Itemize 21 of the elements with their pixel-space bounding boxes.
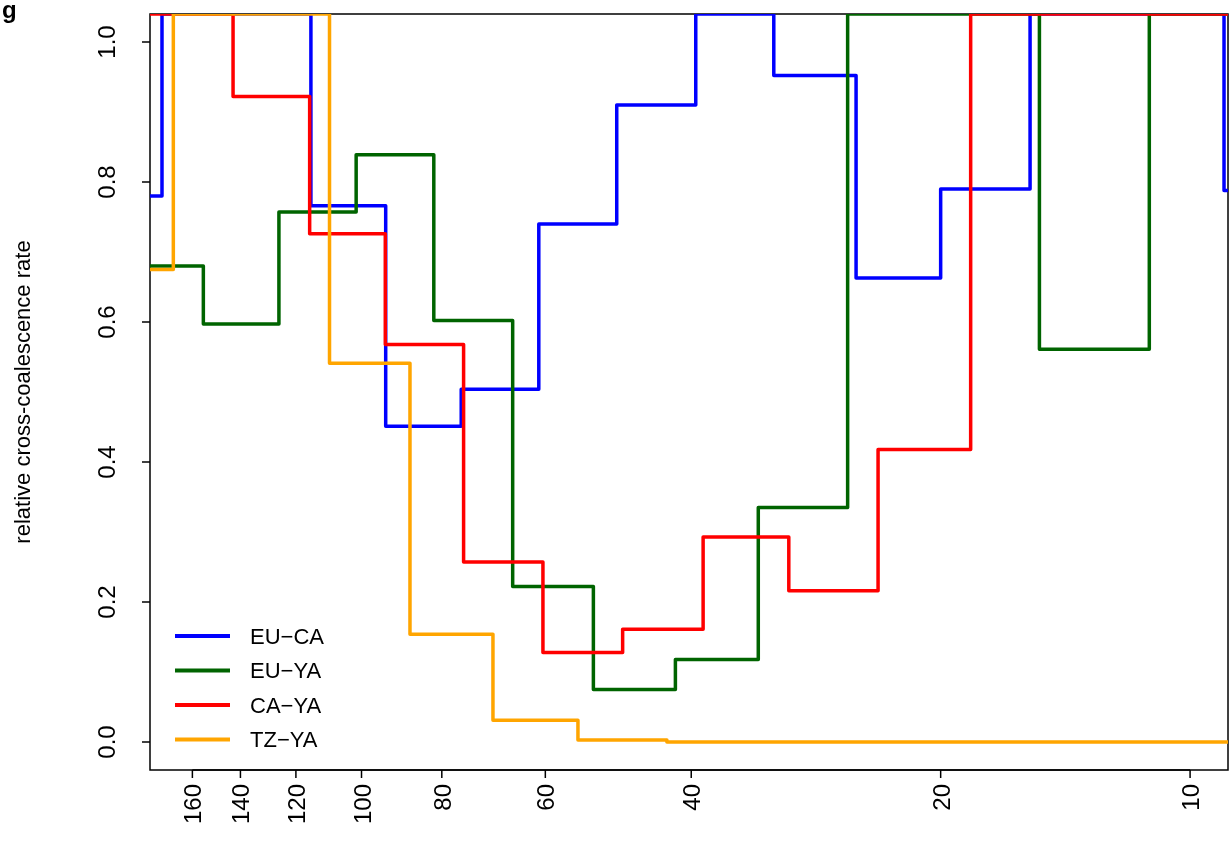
y-tick-label: 0.6 — [92, 305, 120, 339]
legend-label: TZ−YA — [250, 727, 318, 752]
y-tick-label: 0.4 — [92, 445, 120, 479]
y-tick-label: 1.0 — [92, 25, 120, 59]
y-tick-label: 0.8 — [92, 165, 120, 199]
x-tick-label: 40 — [678, 784, 706, 811]
x-tick-label: 100 — [348, 784, 376, 825]
x-tick-label: 80 — [428, 784, 456, 811]
x-tick-label: 20 — [927, 784, 955, 811]
text: g — [2, 0, 17, 23]
x-tick-label: 10 — [1177, 784, 1205, 811]
x-tick-label: 140 — [227, 784, 255, 825]
y-axis-title: relative cross-coalescence rate — [10, 240, 35, 544]
x-tick-label: 160 — [179, 784, 207, 825]
x-tick-label: 120 — [282, 784, 310, 825]
x-tick-label: 60 — [532, 784, 560, 811]
legend-label: EU−CA — [250, 623, 325, 649]
y-tick-label: 0.0 — [92, 725, 120, 759]
y-tick-label: 0.2 — [92, 585, 120, 619]
legend-label: EU−YA — [250, 658, 322, 683]
legend-label: CA−YA — [250, 692, 322, 718]
